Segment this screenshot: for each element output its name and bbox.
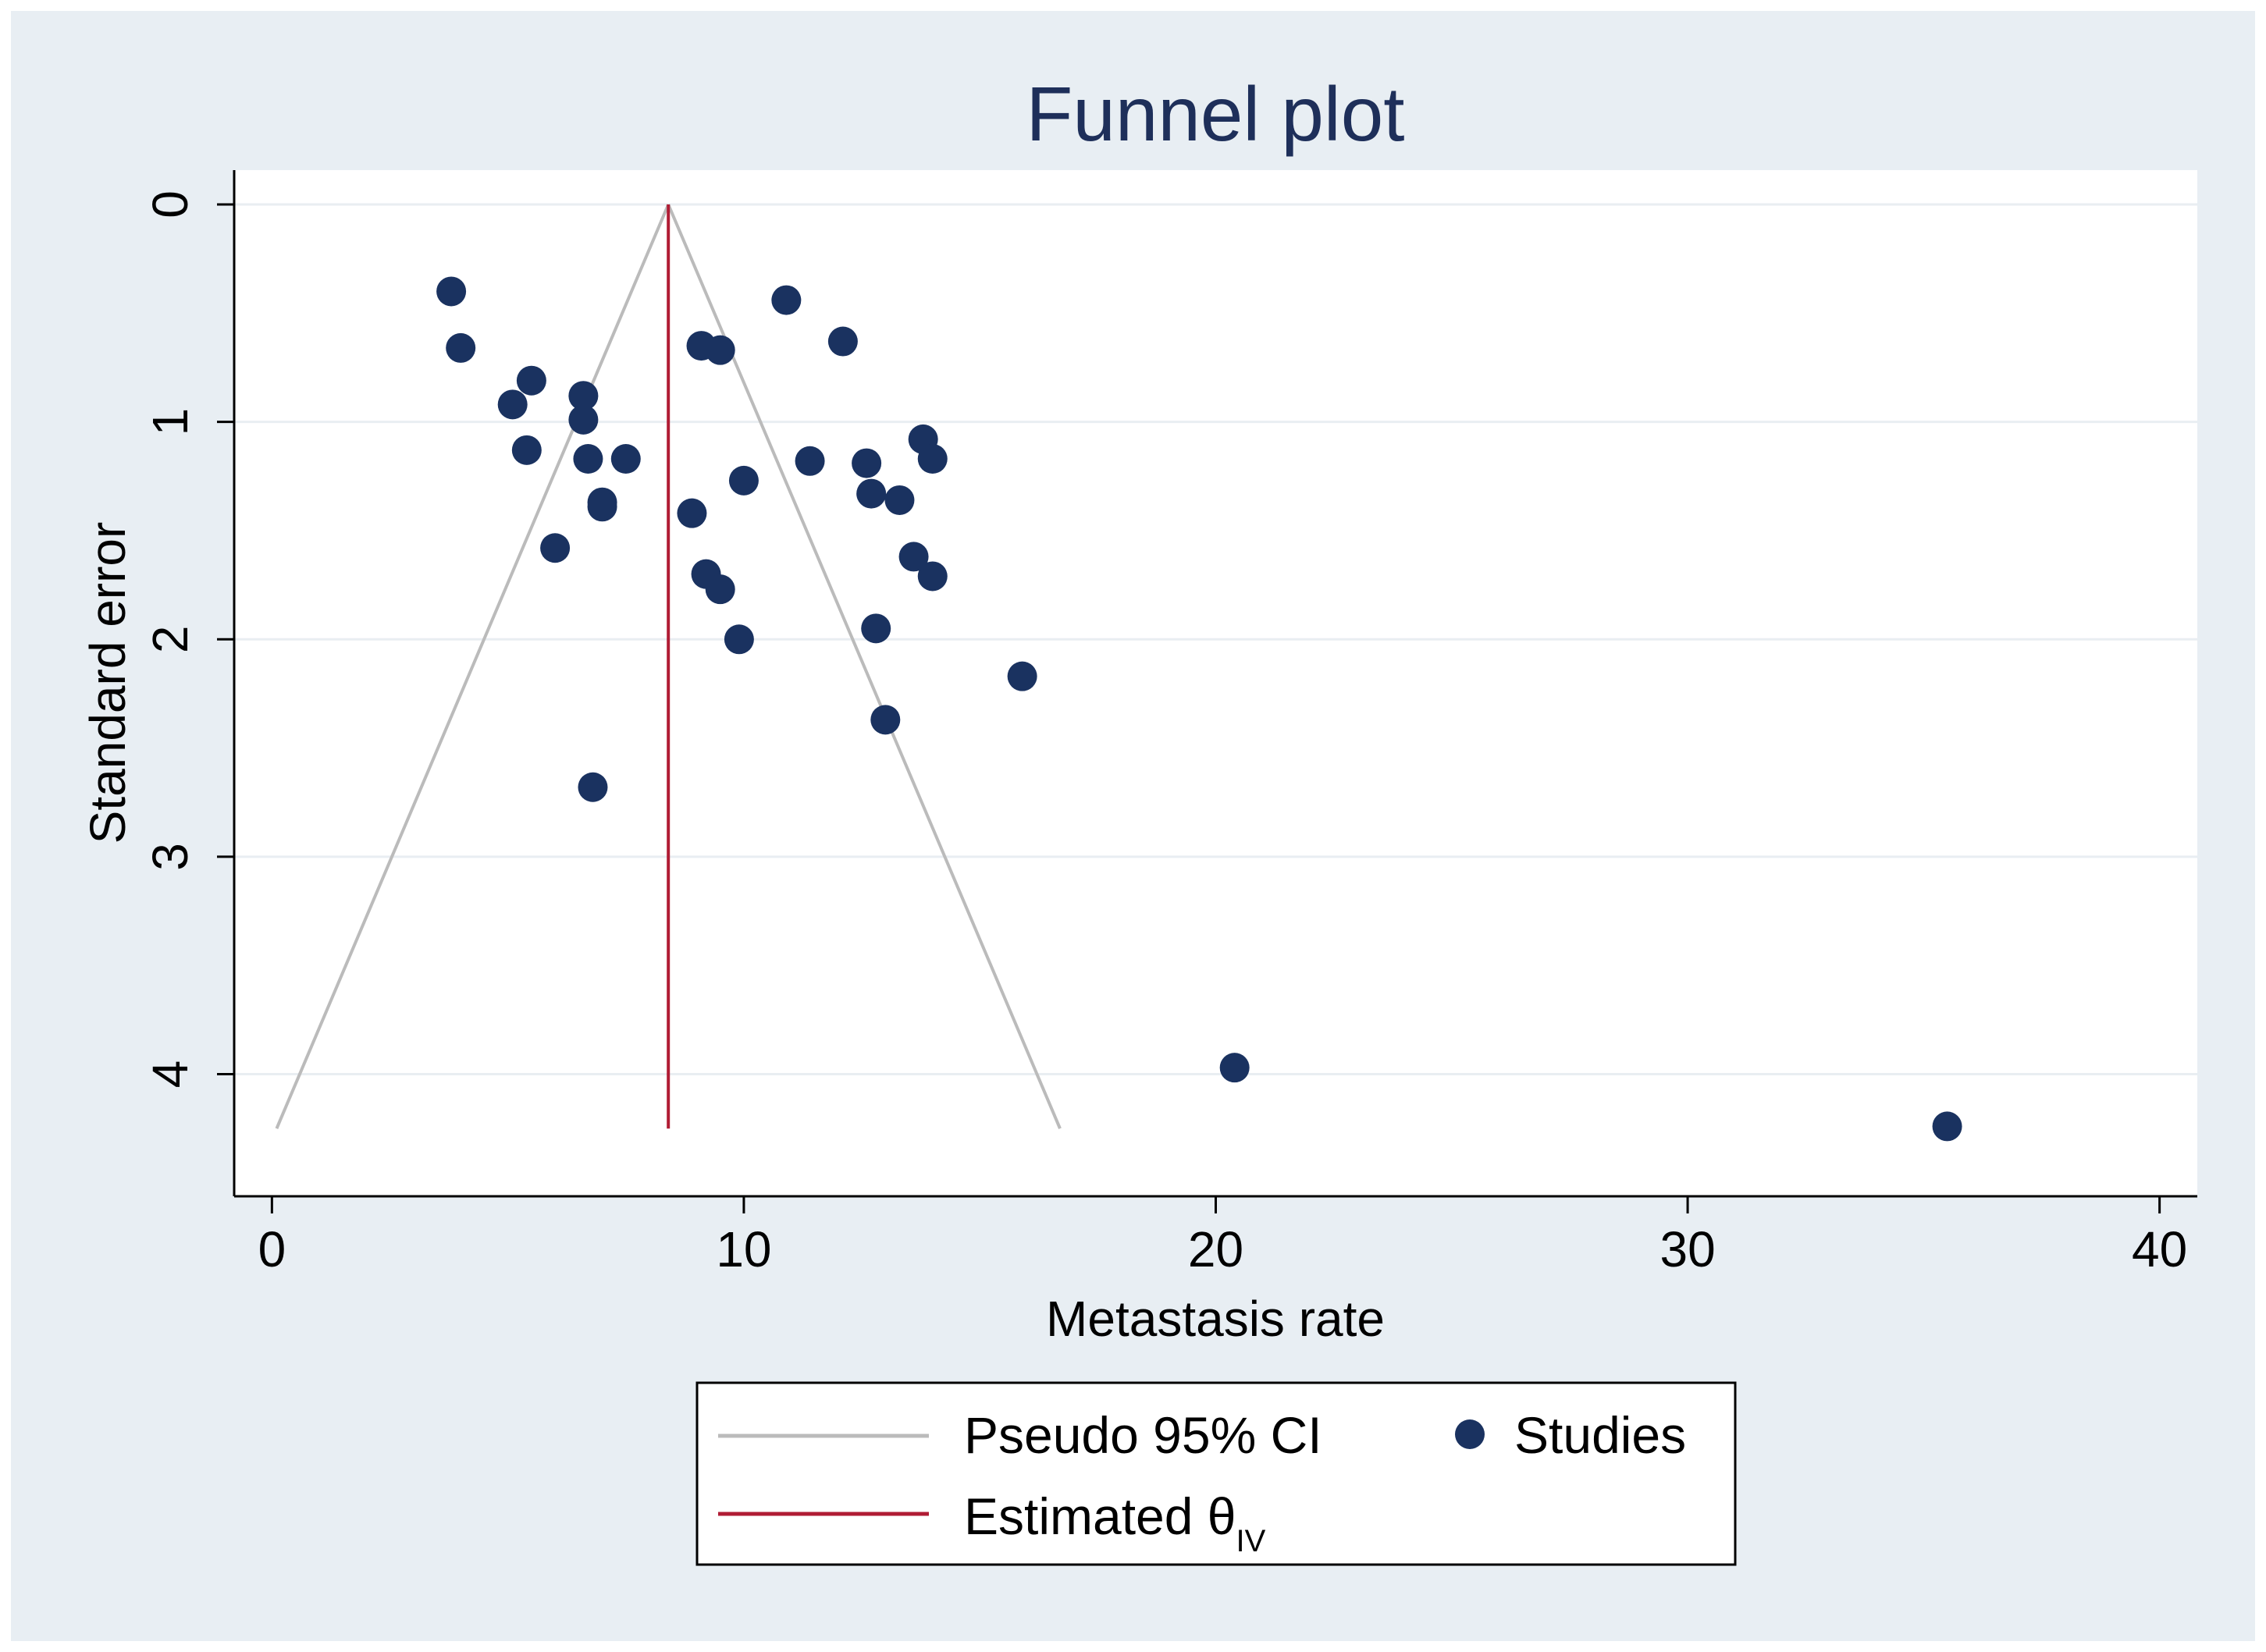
study-point-7 [568, 404, 599, 435]
y-tick-label-0: 0 [142, 190, 198, 218]
y-tick-label-4: 4 [142, 1060, 198, 1089]
study-point-30 [917, 444, 948, 474]
study-point-2 [446, 332, 476, 363]
legend-estimate-label: Estimated θIV [964, 1487, 1266, 1558]
legend-box [695, 1381, 1737, 1566]
pseudo-ci-left-line [275, 204, 671, 1129]
x-tick-label-0: 0 [258, 1221, 286, 1277]
study-point-25 [856, 478, 887, 509]
study-point-3 [516, 365, 546, 396]
study-point-33 [1007, 661, 1037, 691]
study-point-34 [1219, 1053, 1250, 1083]
x-tick-label-10: 10 [716, 1221, 771, 1277]
study-point-8 [573, 444, 603, 474]
legend-studies-label: Studies [1514, 1406, 1686, 1464]
study-point-32 [870, 705, 901, 735]
study-point-9 [610, 444, 641, 474]
chart-title: Funnel plot [1026, 71, 1405, 157]
study-points-layer [436, 276, 1962, 1142]
grid-layer [234, 203, 2197, 1076]
x-ticks-layer: 0 10 20 30 40 [258, 1196, 2187, 1277]
pseudo-ci-right-line [667, 204, 1062, 1129]
legend-ci-label: Pseudo 95% CI [964, 1406, 1322, 1464]
study-point-17 [827, 326, 858, 357]
plot-area [234, 170, 2197, 1196]
study-point-35 [1932, 1111, 1962, 1142]
study-point-23 [795, 446, 825, 476]
x-tick-label-20: 20 [1188, 1221, 1243, 1277]
legend-estimate-subscript: IV [1236, 1524, 1266, 1558]
study-point-21 [705, 574, 735, 605]
x-tick-label-30: 30 [1659, 1221, 1715, 1277]
x-axis-label: Metastasis rate [1046, 1291, 1385, 1347]
legend: Pseudo 95% CI Studies Estimated θIV [695, 1381, 1737, 1566]
legend-studies-marker [1455, 1419, 1485, 1449]
study-point-4 [497, 389, 528, 420]
study-point-15 [705, 335, 735, 365]
study-point-19 [677, 498, 707, 528]
y-ticks-layer: 0 1 2 3 4 [142, 190, 234, 1088]
pseudo-ci-layer [275, 204, 1062, 1129]
study-point-22 [724, 624, 754, 655]
study-point-18 [728, 465, 759, 496]
x-tick-label-40: 40 [2132, 1221, 2187, 1277]
study-point-11 [587, 492, 617, 522]
study-point-13 [578, 772, 608, 802]
legend-estimate-text: Estimated θ [964, 1487, 1236, 1545]
study-point-12 [540, 533, 571, 563]
study-point-27 [898, 542, 929, 572]
y-tick-label-2: 2 [142, 625, 198, 653]
study-point-1 [436, 276, 467, 307]
study-point-28 [917, 561, 948, 592]
study-point-24 [852, 448, 882, 478]
study-point-31 [861, 613, 891, 644]
study-point-5 [511, 435, 542, 465]
y-tick-label-3: 3 [142, 843, 198, 871]
y-tick-label-1: 1 [142, 408, 198, 436]
study-point-6 [568, 381, 599, 411]
y-axis-label: Standard error [80, 522, 136, 844]
study-point-16 [771, 285, 802, 315]
study-point-26 [884, 485, 915, 515]
